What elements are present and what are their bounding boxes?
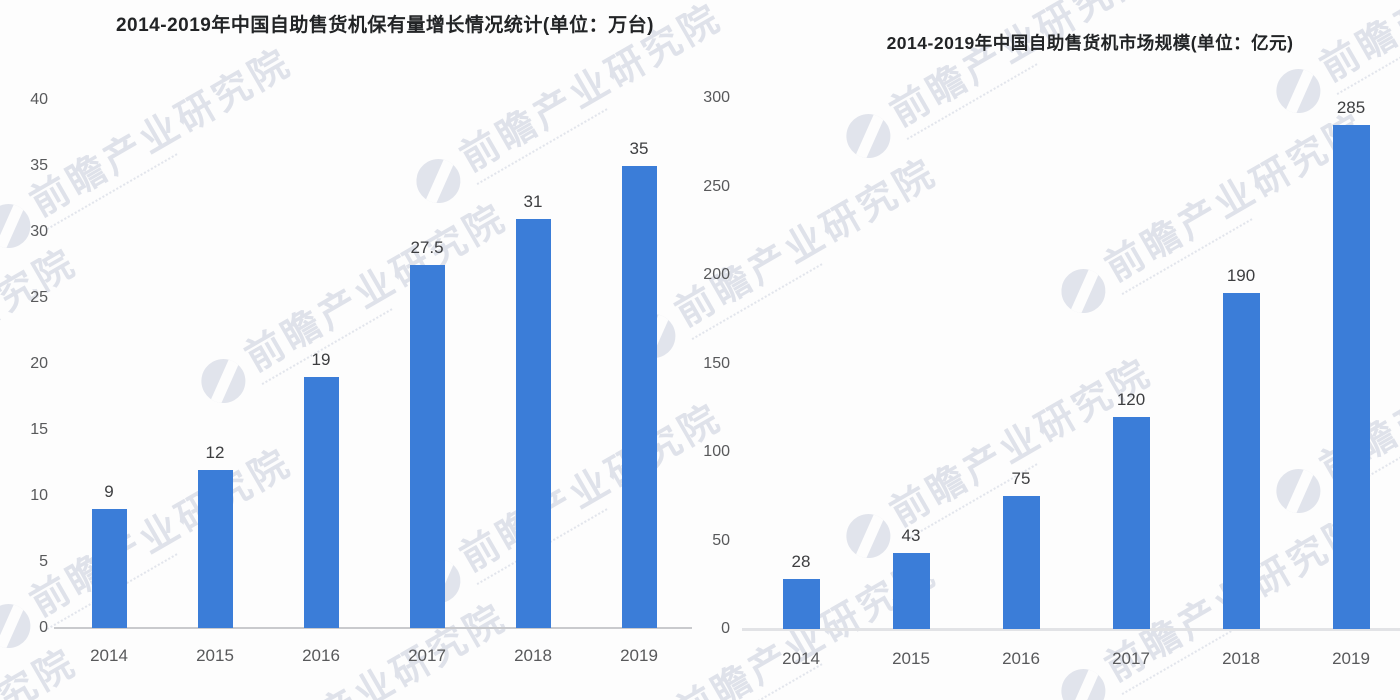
y-axis-tick-label: 30	[30, 223, 48, 240]
x-axis-category-label: 2015	[892, 649, 930, 668]
bar-2019	[1332, 124, 1370, 629]
plot-area: 0 5 10 15 20 25 30 35 40 9 2014 12 2015 19 2016 27.5 201…	[30, 91, 692, 665]
bar-2016	[303, 377, 339, 628]
x-axis-category-label: 2018	[514, 646, 552, 665]
bar-value-label: 190	[1226, 265, 1256, 285]
y-axis-tick-label: 100	[703, 443, 730, 460]
y-axis-tick-label: 300	[703, 89, 730, 106]
bar-2018	[1222, 292, 1260, 629]
bar-value-label: 31	[523, 191, 543, 211]
bar-2017	[409, 265, 445, 628]
y-axis-tick-label: 40	[30, 91, 48, 108]
y-axis-tick-label: 250	[703, 177, 730, 195]
y-axis-tick-label: 10	[30, 487, 48, 504]
y-axis-tick-label: 5	[39, 553, 48, 570]
bar-value-label: 285	[1336, 97, 1366, 117]
y-axis-tick-label: 200	[703, 266, 730, 283]
chart-title: 2014-2019年中国自助售货机市场规模(单位：亿元)	[886, 33, 1294, 53]
y-axis-tick-label: 25	[30, 289, 48, 306]
bar-2015	[197, 469, 233, 628]
bar-value-label: 120	[1116, 389, 1146, 409]
x-axis-category-label: 2019	[1332, 649, 1370, 668]
x-axis-category-label: 2014	[90, 646, 128, 665]
bar-value-label: 9	[104, 482, 114, 502]
plot-area: 0 50 100 150 200 250 300 28 2014 43 2015 75 2016 120 2…	[690, 0, 1400, 700]
y-axis-tick-label: 150	[703, 354, 730, 372]
y-axis-tick-label: 0	[39, 619, 48, 636]
x-axis-category-label: 2017	[408, 646, 446, 665]
bar-value-label: 75	[1011, 469, 1031, 489]
y-axis-tick-label: 15	[30, 421, 48, 438]
x-axis-category-label: 2016	[302, 646, 340, 665]
x-axis-category-label: 2018	[1222, 649, 1260, 668]
bar-2014	[782, 579, 820, 629]
x-axis-category-label: 2014	[782, 649, 820, 668]
bar-2017	[1112, 416, 1150, 629]
bar-value-label: 12	[205, 442, 225, 462]
bar-2016	[1002, 496, 1040, 629]
y-axis-tick-label: 35	[30, 157, 48, 174]
x-axis-baseline	[742, 628, 1400, 631]
bar-value-label: 35	[629, 139, 649, 158]
bar-2015	[892, 552, 930, 629]
x-axis-baseline	[54, 627, 692, 629]
x-axis-category-label: 2019	[620, 646, 658, 665]
x-axis-category-label: 2015	[196, 646, 234, 665]
y-axis-tick-label: 0	[721, 620, 730, 637]
bar-2018	[515, 218, 551, 628]
bar-2019	[621, 166, 657, 628]
bar-value-label: 28	[791, 552, 811, 572]
bar-value-label: 43	[901, 525, 921, 545]
x-axis-category-label: 2017	[1112, 649, 1150, 668]
bar-2014	[91, 509, 127, 628]
chart-title: 2014-2019年中国自助售货机保有量增长情况统计(单位：万台)	[115, 15, 655, 36]
x-axis-category-label: 2016	[1002, 649, 1040, 668]
chart-vending-machine-market-size: 2014-2019年中国自助售货机市场规模(单位：亿元) 0 50 100 150 20…	[690, 0, 1400, 700]
y-axis-tick-label: 50	[712, 531, 730, 549]
y-axis-tick-label: 20	[30, 355, 48, 372]
bar-value-label: 27.5	[410, 238, 444, 257]
chart-vending-machine-holdings: 2014-2019年中国自助售货机保有量增长情况统计(单位：万台) 0 5 10 15…	[30, 15, 692, 665]
bar-value-label: 19	[311, 350, 331, 370]
